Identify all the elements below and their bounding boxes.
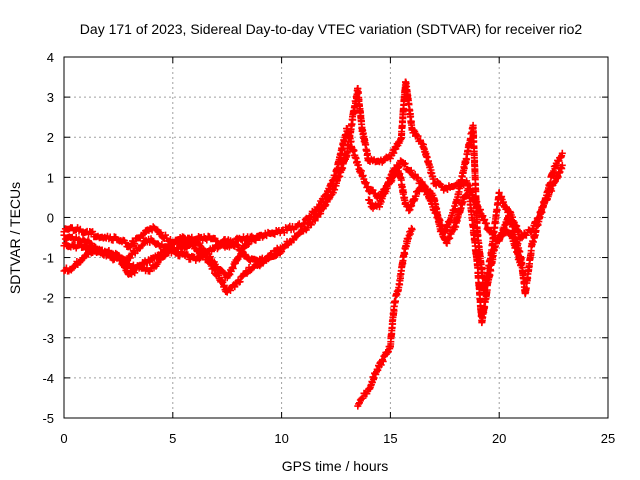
data-point-plus-marks — [550, 163, 566, 187]
data-point-plus-marks — [419, 181, 437, 200]
data-point-plus-marks — [321, 182, 339, 210]
data-point-plus-marks — [223, 236, 241, 250]
data-point-plus-marks — [71, 252, 89, 270]
y-tick-labels: -5 -4 -3 -2 -1 0 1 2 3 4 — [42, 50, 54, 426]
data-point-plus-marks — [169, 233, 186, 248]
data-marks — [60, 78, 566, 410]
data-point-plus-marks — [332, 125, 350, 175]
data-point-plus-marks — [395, 253, 407, 289]
data-point-plus-marks — [234, 267, 252, 286]
data-point-plus-marks — [465, 185, 481, 268]
data-point-plus-marks — [558, 161, 566, 169]
data-point-plus-marks — [223, 279, 241, 296]
data-point-plus-marks — [114, 251, 132, 269]
series-track-a — [60, 78, 566, 296]
data-point-plus-marks — [406, 192, 420, 214]
x-tick-label: 0 — [60, 431, 67, 446]
data-point-plus-marks — [310, 192, 328, 216]
data-point-plus-marks — [245, 255, 262, 265]
data-point-plus-marks — [365, 369, 379, 393]
series-track-d — [60, 233, 264, 282]
y-tick-label: 1 — [47, 170, 54, 185]
data-point-plus-marks — [358, 126, 372, 164]
data-point-plus-marks — [408, 170, 426, 187]
data-point-plus-marks — [539, 181, 557, 212]
x-tick-label: 25 — [601, 431, 615, 446]
y-tick-label: 2 — [47, 130, 54, 145]
axis-ticks — [63, 56, 609, 419]
data-point-plus-marks — [469, 121, 481, 235]
data-point-plus-marks — [256, 234, 264, 241]
x-tick-labels: 0 5 10 15 20 25 — [60, 431, 615, 446]
data-point-plus-marks — [441, 202, 459, 236]
data-point-plus-marks — [201, 248, 219, 268]
data-point-plus-marks — [136, 262, 154, 275]
data-point-plus-marks — [517, 262, 525, 270]
y-tick-label: -2 — [42, 291, 54, 306]
data-point-plus-marks — [354, 85, 366, 132]
data-point-plus-marks — [419, 141, 437, 183]
data-point-plus-marks — [397, 158, 415, 175]
y-tick-label: -3 — [42, 331, 54, 346]
data-point-plus-marks — [147, 255, 165, 272]
x-tick-label: 20 — [492, 431, 506, 446]
data-point-plus-marks — [386, 135, 405, 162]
x-tick-label: 10 — [274, 431, 288, 446]
data-point-plus-marks — [71, 241, 88, 252]
data-point-plus-marks — [343, 125, 361, 167]
y-axis-label: SDTVAR / TECUs — [7, 182, 23, 294]
data-point-plus-marks — [147, 249, 165, 263]
data-point-plus-marks — [201, 232, 219, 244]
data-point-plus-marks — [408, 125, 426, 148]
data-point-plus-marks — [521, 242, 536, 297]
data-point-plus-marks — [147, 235, 165, 250]
y-tick-label: -1 — [42, 251, 54, 266]
data-point-plus-marks — [358, 387, 372, 402]
data-point-plus-marks — [354, 161, 372, 191]
data-point-plus-marks — [558, 149, 566, 157]
y-tick-label: -4 — [42, 371, 54, 386]
series-track-e — [354, 224, 416, 410]
data-point-plus-marks — [223, 255, 241, 282]
data-point-plus-marks — [386, 317, 396, 351]
data-point-plus-marks — [147, 223, 165, 238]
data-point-plus-marks — [452, 155, 470, 207]
series-track-f — [365, 161, 525, 327]
data-point-plus-marks — [321, 171, 339, 200]
data-point-plus-marks — [371, 356, 387, 378]
y-tick-label: -5 — [42, 411, 54, 426]
data-point-plus-marks — [550, 152, 566, 175]
data-point-plus-marks — [408, 225, 416, 233]
x-tick-label: 15 — [383, 431, 397, 446]
data-point-plus-marks — [278, 248, 286, 256]
x-axis-label: GPS time / hours — [282, 458, 389, 474]
data-point-plus-marks — [484, 243, 499, 284]
data-point-plus-marks — [267, 249, 284, 261]
data-point-plus-marks — [289, 220, 306, 233]
data-point-plus-marks — [402, 78, 416, 134]
data-point-plus-marks — [528, 203, 546, 249]
data-point-plus-marks — [491, 226, 507, 251]
data-point-plus-marks — [430, 194, 444, 233]
x-tick-label: 5 — [169, 431, 176, 446]
data-point-plus-marks — [310, 202, 328, 225]
y-tick-label: 3 — [47, 90, 54, 105]
y-tick-label: 4 — [47, 50, 54, 65]
data-point-plus-marks — [299, 215, 317, 235]
data-point-plus-marks — [495, 189, 513, 222]
data-point-plus-marks — [500, 225, 515, 240]
data-point-plus-marks — [391, 284, 403, 307]
data-point-plus-marks — [332, 150, 350, 190]
chart-title: Day 171 of 2023, Sidereal Day-to-day VTE… — [80, 21, 583, 37]
data-point-plus-marks — [508, 233, 524, 269]
data-point-plus-marks — [354, 395, 365, 410]
data-point-plus-marks — [478, 278, 492, 327]
y-tick-label: 0 — [47, 210, 54, 225]
